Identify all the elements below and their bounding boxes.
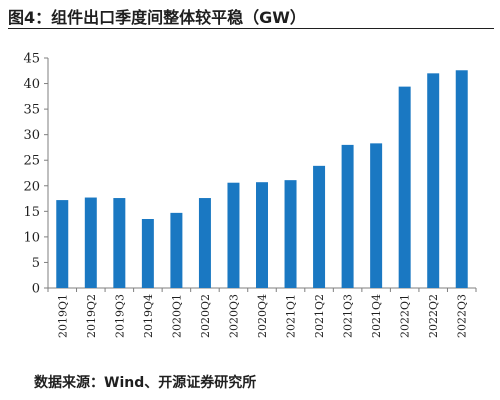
- y-tick-label: 40: [23, 77, 40, 92]
- title-divider: [8, 28, 494, 29]
- x-tick-label: 2019Q1: [56, 294, 69, 338]
- y-tick-label: 10: [23, 230, 40, 245]
- bar-2019Q3: [113, 198, 126, 288]
- y-tick-label: 45: [23, 52, 40, 67]
- bar-2021Q1: [284, 180, 297, 288]
- bar-2019Q4: [141, 219, 154, 288]
- bar-2019Q2: [84, 197, 97, 288]
- y-tick-label: 35: [23, 103, 40, 118]
- x-tick-label: 2020Q4: [256, 294, 269, 338]
- bar-2022Q1: [398, 86, 411, 288]
- chart-tick-labels: 0 5 10 15 20 25 30 35 40 45 2019Q1 2019Q2 2019Q3 2019…: [23, 52, 468, 339]
- bar-2020Q1: [170, 212, 183, 288]
- bar-2019Q1: [56, 200, 69, 288]
- x-tick-label: 2022Q1: [399, 294, 412, 338]
- figure-title: 图4：组件出口季度间整体较平稳（GW）: [8, 8, 306, 27]
- x-tick-label: 2019Q2: [85, 294, 98, 338]
- x-tick-label: 2021Q3: [342, 294, 355, 338]
- y-tick-label: 30: [23, 128, 40, 143]
- bar-2020Q3: [227, 182, 240, 288]
- x-tick-label: 2020Q2: [199, 294, 212, 338]
- x-tick-label: 2020Q1: [170, 294, 183, 338]
- bar-2021Q3: [341, 144, 354, 288]
- x-tick-label: 2022Q3: [456, 294, 469, 338]
- chart-bars: [56, 70, 468, 289]
- y-tick-label: 25: [23, 154, 40, 169]
- bar-2021Q4: [370, 143, 383, 288]
- bar-2020Q2: [198, 198, 211, 288]
- y-tick-label: 0: [32, 282, 40, 297]
- x-tick-label: 2019Q4: [142, 294, 155, 338]
- bar-2022Q3: [455, 70, 468, 289]
- y-tick-label: 5: [32, 256, 40, 271]
- bar-2022Q2: [427, 73, 440, 288]
- bar-2020Q4: [256, 182, 268, 288]
- x-tick-label: 2020Q3: [227, 294, 240, 338]
- data-source-note: 数据来源：Wind、开源证券研究所: [34, 375, 257, 391]
- y-tick-label: 15: [23, 205, 40, 220]
- bar-2021Q2: [313, 165, 326, 288]
- x-tick-label: 2019Q3: [113, 294, 126, 338]
- x-tick-label: 2021Q1: [285, 294, 298, 338]
- x-tick-label: 2022Q2: [427, 294, 440, 338]
- x-tick-label: 2021Q2: [313, 294, 326, 338]
- y-tick-label: 20: [23, 179, 40, 194]
- x-tick-label: 2021Q4: [370, 294, 383, 338]
